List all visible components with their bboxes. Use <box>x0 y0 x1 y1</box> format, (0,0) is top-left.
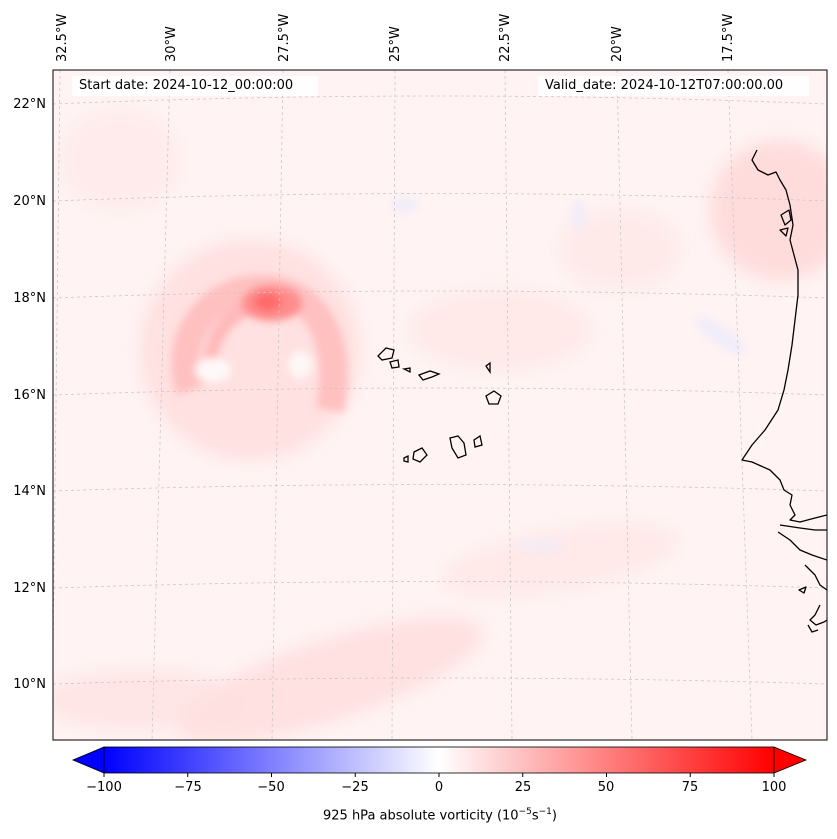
valid-date-background <box>538 76 809 96</box>
map-area <box>53 70 827 740</box>
colorbar-min-extend <box>71 746 105 774</box>
map-frame <box>52 69 828 741</box>
colorbar-tick-label: 25 <box>514 780 532 795</box>
lon-label-27-5w: 27.5°W <box>277 13 292 62</box>
lat-label-10n: 10°N <box>13 677 46 692</box>
colorbar <box>71 746 808 777</box>
vorticity-field <box>53 110 827 740</box>
start-date-background <box>72 76 318 96</box>
lat-label-18n: 18°N <box>13 291 46 306</box>
colorbar-label: 925 hPa absolute vorticity (10−5s−1) <box>323 807 557 824</box>
colorbar-tick-label: 50 <box>597 780 615 795</box>
colorbar-tick-label: 100 <box>761 780 787 795</box>
lon-label-22-5w: 22.5°W <box>498 13 513 62</box>
lon-label-25w: 25°W <box>388 26 403 62</box>
lon-label-20w: 20°W <box>610 26 625 62</box>
lat-label-12n: 12°N <box>13 581 46 596</box>
colorbar-gradient <box>103 746 775 774</box>
lat-label-20n: 20°N <box>13 194 46 209</box>
lat-label-16n: 16°N <box>13 388 46 403</box>
cape-verde-islands <box>377 347 502 463</box>
vortex-core <box>242 285 302 321</box>
lon-label-30w: 30°W <box>164 26 179 62</box>
lat-label-14n: 14°N <box>13 484 46 499</box>
valid-date-label: Valid_date: 2024-10-12T07:00:00.00 <box>545 78 784 93</box>
africa-coastline <box>741 149 827 523</box>
colorbar-tick-label: −100 <box>86 780 122 795</box>
lon-label-32-5w: 32.5°W <box>55 13 70 62</box>
lon-label-17-5w: 17.5°W <box>721 13 736 62</box>
coastlines <box>741 149 827 633</box>
colorbar-tick-label: 75 <box>681 780 699 795</box>
start-date-label: Start date: 2024-10-12_00:00:00 <box>79 78 294 93</box>
colorbar-tick-label: −25 <box>341 780 369 795</box>
colorbar-tick-label: −50 <box>257 780 285 795</box>
colorbar-tick-label: 0 <box>434 780 444 795</box>
colorbar-tick-label: −75 <box>174 780 202 795</box>
colorbar-max-extend <box>773 746 808 774</box>
lat-label-22n: 22°N <box>13 97 46 112</box>
